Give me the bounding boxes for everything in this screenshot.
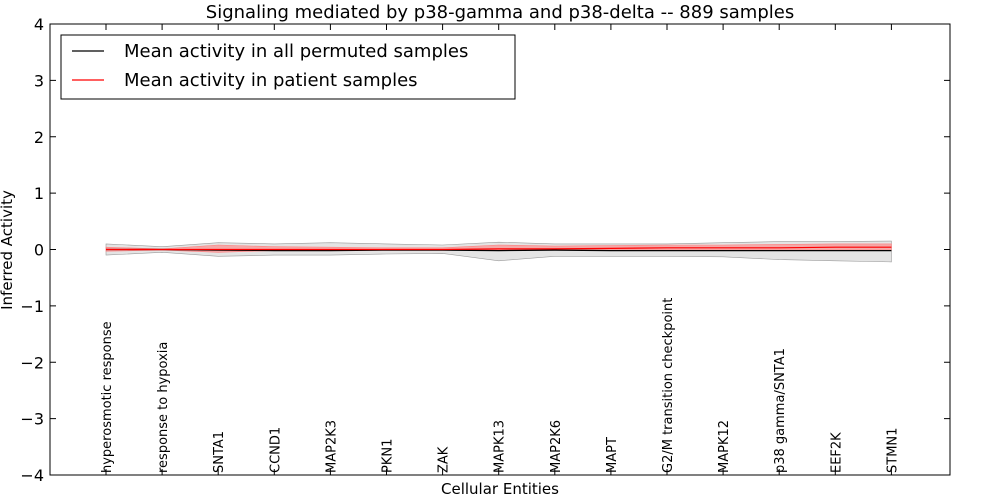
y-tick-label: 1 — [34, 184, 44, 203]
lines-layer — [106, 246, 892, 252]
chart-title: Signaling mediated by p38-gamma and p38-… — [206, 2, 794, 23]
x-tick-label: PKN1 — [381, 439, 396, 473]
series-line-permuted — [106, 248, 892, 252]
y-tick-label: 2 — [34, 128, 44, 147]
x-tick-label: MAP2K3 — [324, 420, 339, 473]
y-tick-label: 4 — [34, 15, 44, 34]
legend-label-permuted: Mean activity in all permuted samples — [124, 41, 468, 62]
x-tick-label: CCND1 — [268, 427, 283, 473]
y-tick-label: −2 — [20, 353, 44, 372]
x-axis: hyperosmotic response response to hypoxia… — [100, 24, 900, 475]
x-axis-label: Cellular Entities — [441, 480, 559, 498]
x-tick-label: STMN1 — [885, 428, 900, 473]
y-tick-label: 3 — [34, 71, 44, 90]
x-tick-label: p38 gamma/SNTA1 — [773, 348, 788, 473]
y-axis-label: Inferred Activity — [0, 190, 16, 310]
x-tick-label: response to hypoxia — [156, 342, 171, 473]
legend-box — [60, 34, 516, 100]
x-tick-label: SNTA1 — [212, 431, 227, 473]
x-tick-label: G2/M transition checkpoint — [661, 298, 676, 473]
legend-label-patient: Mean activity in patient samples — [124, 70, 418, 91]
series-line-patient — [106, 246, 892, 251]
x-tick-label: MAPK12 — [717, 420, 732, 473]
x-tick-label: MAP2K6 — [549, 420, 564, 473]
x-tick-label: hyperosmotic response — [100, 321, 115, 473]
y-tick-label: −1 — [20, 297, 44, 316]
y-axis: 4 3 2 1 0 −1 −2 −3 −4 — [20, 15, 950, 485]
y-tick-label: −4 — [20, 466, 44, 485]
x-tick-label: MAPT — [605, 437, 620, 473]
x-tick-label: ZAK — [437, 446, 452, 473]
legend: Mean activity in all permuted samples Me… — [60, 34, 516, 100]
x-tick-label: EEF2K — [829, 432, 844, 473]
y-tick-label: 0 — [34, 241, 44, 260]
x-tick-label: MAPK13 — [493, 420, 508, 473]
y-tick-label: −3 — [20, 410, 44, 429]
